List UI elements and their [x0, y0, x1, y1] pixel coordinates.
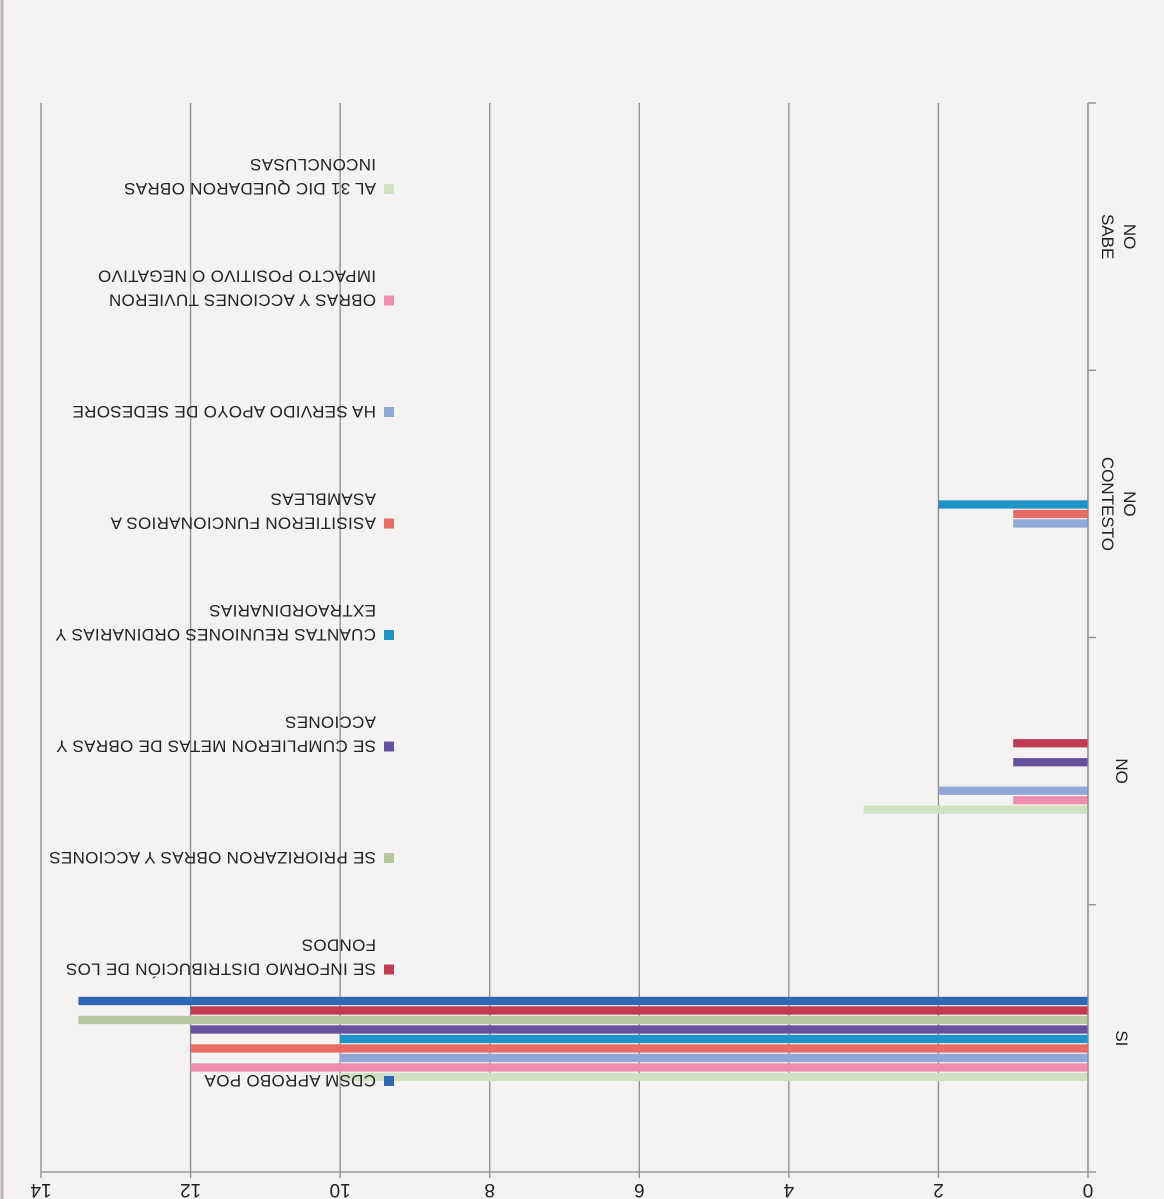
legend-label: HA SERVIDO APOYO DE SEDESORE [72, 402, 376, 421]
legend-swatch [384, 295, 394, 306]
bar [938, 500, 1088, 509]
legend-swatch [384, 853, 394, 863]
legend-swatch [384, 741, 394, 752]
legend-swatch [384, 1076, 394, 1086]
legend-label: ASISITIERON FUNCIONARIOS AASAMBLEAS [110, 490, 376, 533]
x-tick-label: 10 [330, 1179, 351, 1199]
bar [78, 1015, 1088, 1025]
legend-swatch [384, 964, 394, 975]
x-tick-label: 14 [30, 1179, 52, 1199]
legend-label: SE INFORMO DISTRIBUCIÓN DE LOSFONDOS [66, 936, 376, 979]
x-tick-label: 8 [484, 1179, 495, 1199]
legend-label: CUANTAS REUNIONES ORDINARIAS YEXTRAORDIN… [55, 601, 376, 644]
bar [190, 1025, 1088, 1034]
bar [1013, 796, 1088, 805]
bar [340, 1072, 1088, 1082]
x-tick-label: 4 [783, 1179, 794, 1199]
bar [863, 805, 1088, 814]
bar [78, 996, 1088, 1006]
legend-label: AL 31 DIC QUEDARON OBRASINCONCLUSAS [124, 155, 376, 198]
legend-label: SE PRIORIZARON OBRAS Y ACCIONES [49, 848, 376, 867]
bar [938, 786, 1088, 795]
legend-label: SE CUMPLIERON METAS DE OBRAS YACCIONES [56, 713, 376, 756]
bar [340, 1034, 1088, 1044]
bar [1013, 758, 1088, 767]
bar [1013, 739, 1088, 748]
bar [1013, 519, 1088, 528]
category-label: NOSABE [1098, 214, 1139, 259]
legend-swatch [384, 518, 394, 529]
category-label: NO [1112, 758, 1131, 784]
x-tick-label: 0 [1083, 1179, 1094, 1199]
legend: CDSM APROBO POA SE INFORMO DISTRIBUCIÓN D… [49, 155, 394, 1090]
category-label: SI [1112, 1030, 1131, 1046]
x-tick-label: 6 [634, 1179, 645, 1199]
legend-swatch [384, 630, 394, 640]
axes: 0 2 4 6 8 10 12 14 SI NO NOCONTESTO NOSABE [30, 102, 1139, 1199]
legend-swatch [384, 407, 394, 417]
bar [340, 1053, 1088, 1063]
bar [190, 1063, 1088, 1072]
bar [1013, 509, 1088, 519]
bar [190, 1044, 1088, 1053]
bar [190, 1006, 1088, 1015]
legend-label: OBRAS Y ACCIONES TUVIERONIMPACTO POSITIV… [98, 267, 376, 310]
legend-label: CDSM APROBO POA [204, 1071, 376, 1090]
x-tick-label: 12 [180, 1179, 201, 1199]
category-label: NOCONTESTO [1098, 457, 1139, 551]
bars [78, 500, 1088, 1082]
x-tick-label: 2 [933, 1179, 944, 1199]
legend-swatch [384, 184, 394, 194]
